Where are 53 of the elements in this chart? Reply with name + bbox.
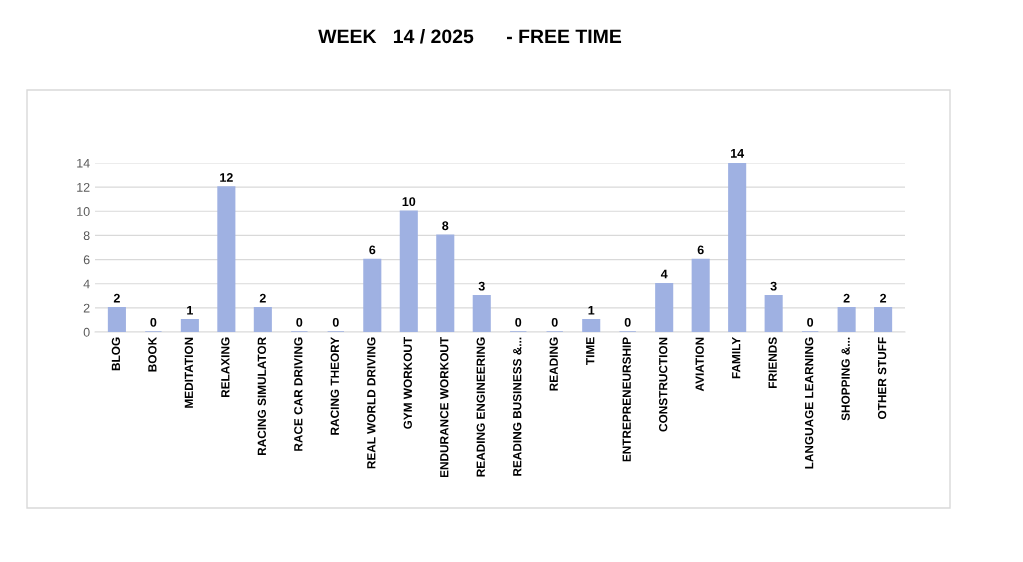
- x-tick-label: READING: [549, 337, 558, 391]
- x-tick-label: RELAXING: [221, 337, 230, 398]
- chart-title: WEEK 14 / 2025 - FREE TIME: [318, 28, 622, 44]
- y-tick-label: 6: [83, 255, 90, 265]
- data-label: 2: [259, 293, 266, 303]
- y-tick-label: 2: [83, 303, 90, 313]
- y-tick-label: 4: [83, 279, 90, 289]
- y-tick-label: 12: [77, 182, 90, 192]
- x-tick-label: REAL WORLD DRIVING: [367, 337, 376, 469]
- x-tick-label: FRIENDS: [768, 337, 777, 388]
- y-tick-label: 0: [83, 327, 90, 337]
- x-tick-label: FAMILY: [732, 337, 741, 379]
- x-tick-label: RACE CAR DRIVING: [294, 337, 303, 451]
- data-label: 0: [807, 317, 814, 327]
- x-tick-label: AVIATION: [695, 337, 704, 392]
- x-tick-label: RACING THEORY: [330, 337, 339, 435]
- x-tick-label: BOOK: [148, 336, 157, 372]
- x-tick-label: GYM WORKOUT: [403, 336, 412, 429]
- data-label: 0: [515, 317, 522, 327]
- x-tick-label: TIME: [586, 337, 595, 365]
- y-tick-label: 10: [77, 207, 90, 216]
- data-label: 2: [880, 293, 887, 303]
- y-tick-label: 14: [77, 158, 90, 168]
- data-label: 2: [843, 293, 850, 303]
- data-label: 1: [588, 305, 595, 315]
- data-label: 1: [187, 305, 193, 315]
- data-label: 2: [113, 293, 120, 303]
- x-tick-label: RACING SIMULATOR: [257, 337, 267, 456]
- x-tick-label: SHOPPING &...: [841, 337, 850, 421]
- y-tick-label: 8: [83, 231, 90, 241]
- x-tick-label: BLOG: [111, 337, 121, 371]
- data-label: 0: [150, 317, 157, 327]
- data-label: 0: [296, 317, 303, 327]
- data-label: 3: [478, 281, 485, 291]
- data-label: 6: [697, 245, 704, 255]
- data-label: 0: [624, 317, 631, 327]
- x-tick-label: LANGUAGE LEARNING: [804, 337, 814, 469]
- data-label: 10: [402, 197, 416, 207]
- data-label: 14: [731, 149, 745, 158]
- x-tick-label: ENDURANCE WORKOUT: [440, 336, 449, 478]
- x-tick-label: READING ENGINEERING: [476, 337, 485, 477]
- x-tick-label: READING BUSINESS &...: [513, 337, 522, 476]
- data-label: 8: [442, 221, 449, 231]
- x-tick-label: CONSTRUCTION: [659, 337, 668, 432]
- data-label: 0: [551, 317, 558, 327]
- data-label: 12: [220, 173, 233, 182]
- data-label: 4: [660, 269, 668, 279]
- data-label: 0: [332, 317, 339, 327]
- x-tick-label: OTHER STUFF: [877, 337, 887, 420]
- x-tick-label: ENTREPRENEURSHIP: [622, 337, 631, 462]
- x-tick-label: MEDITATION: [184, 337, 194, 408]
- data-label: 6: [369, 245, 376, 255]
- data-label: 3: [770, 281, 777, 291]
